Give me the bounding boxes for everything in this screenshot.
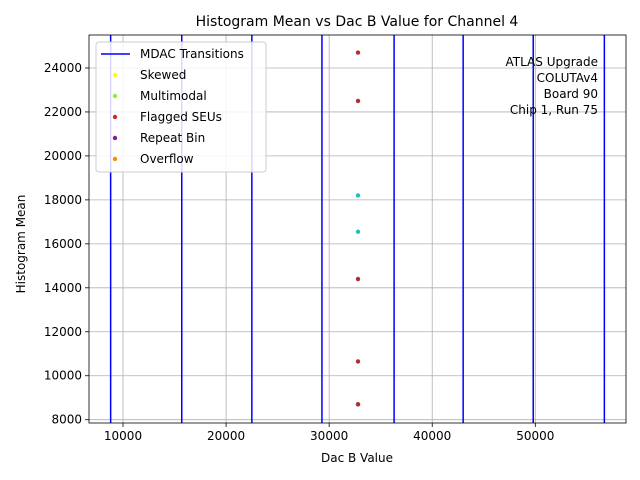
y-tick-label: 8000	[51, 413, 82, 427]
y-tick-label: 22000	[44, 105, 82, 119]
x-tick-label: 10000	[104, 429, 142, 443]
y-gridlines	[89, 67, 626, 421]
legend-box	[95, 41, 267, 173]
legend-dot-swatch	[112, 93, 118, 99]
y-tick-label: 16000	[44, 237, 82, 251]
y-axis-label: Histogram Mean	[14, 195, 28, 294]
y-tick-label: 10000	[44, 369, 82, 383]
legend-dot-swatch	[112, 156, 118, 162]
data-point	[355, 402, 361, 407]
x-tick-label: 20000	[207, 429, 245, 443]
legend-label: Flagged SEUs	[140, 110, 222, 124]
legend-dot-swatch	[112, 72, 118, 78]
legend-label: Overflow	[140, 152, 194, 166]
data-point	[355, 50, 361, 55]
legend-label: Multimodal	[140, 89, 207, 103]
legend: MDAC Transitions Skewed Multimodal Flagged …	[95, 41, 267, 173]
data-point	[355, 229, 361, 234]
plot-frame	[88, 34, 627, 424]
data-point	[355, 276, 361, 282]
x-axis-label: Dac B Value	[321, 451, 393, 465]
annotation-line: COLUTAv4	[537, 71, 598, 85]
data-point	[355, 193, 361, 198]
y-tick-label: 12000	[44, 325, 82, 339]
legend-label: MDAC Transitions	[140, 47, 244, 61]
y-tick-label: 18000	[44, 193, 82, 207]
y-tick-label: 14000	[44, 281, 82, 295]
legend-label: Repeat Bin	[140, 131, 205, 145]
legend-label: Skewed	[140, 68, 186, 82]
x-axis-ticks: 10000 20000 30000 40000 50000	[104, 423, 554, 443]
chart-title: Histogram Mean vs Dac B Value for Channe…	[196, 14, 519, 30]
legend-dot-swatch	[112, 114, 118, 120]
data-points	[355, 50, 361, 407]
y-tick-label: 20000	[44, 149, 82, 163]
y-axis-ticks: 8000 10000 12000 14000 16000 18000 20000 22000 2…	[44, 61, 89, 427]
x-tick-label: 40000	[413, 429, 451, 443]
legend-dot-swatch	[112, 135, 118, 141]
data-point	[355, 98, 361, 104]
x-tick-label: 50000	[516, 429, 554, 443]
x-tick-label: 30000	[310, 429, 348, 443]
run-annotation: ATLAS Upgrade COLUTAv4 Board 90 Chip 1, Run…	[505, 55, 598, 117]
plot-area	[88, 34, 627, 424]
annotation-line: Chip 1, Run 75	[510, 103, 598, 117]
annotation-line: Board 90	[544, 87, 598, 101]
data-point	[355, 359, 361, 364]
y-tick-label: 24000	[44, 61, 82, 75]
annotation-line: ATLAS Upgrade	[505, 55, 598, 69]
